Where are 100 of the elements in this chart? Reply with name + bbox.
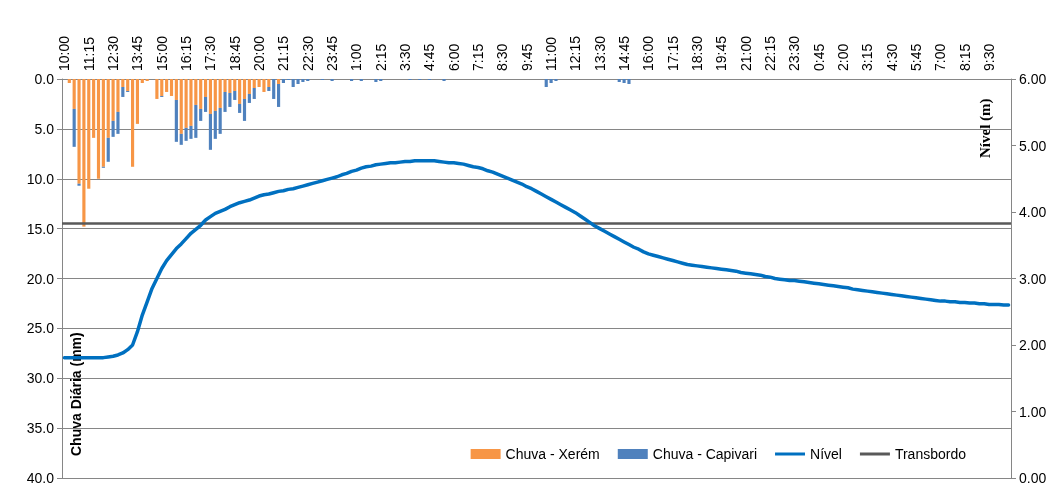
bar	[126, 79, 130, 91]
x-tick-label: 7:00	[932, 43, 949, 71]
bar	[213, 110, 217, 139]
bar	[72, 108, 76, 147]
legend-label: Chuva - Capivari	[652, 446, 758, 462]
bar	[140, 79, 144, 83]
y2-axis-title: Nível (m)	[977, 98, 994, 158]
y-tick-label: 40.0	[26, 470, 55, 486]
x-tick-label: 2:00	[835, 43, 852, 71]
legend-label: Transbordo	[894, 446, 967, 462]
x-tick-label: 6:00	[445, 43, 462, 71]
x-tick-label: 8:15	[956, 43, 973, 71]
bar	[135, 79, 140, 124]
bar	[262, 79, 266, 92]
bar	[617, 79, 621, 82]
bar	[101, 79, 105, 167]
x-tick-label: 18:30	[689, 35, 706, 71]
bar	[189, 79, 193, 126]
y2-tick-label: 5.00	[1019, 137, 1047, 154]
bar	[233, 79, 237, 91]
y2-tick-label: 3.00	[1019, 270, 1047, 287]
x-tick-label: 12:30	[105, 35, 122, 71]
x-tick-label: 23:30	[786, 35, 803, 71]
bar	[203, 79, 208, 97]
bar	[174, 99, 178, 142]
bar	[276, 83, 281, 107]
bar	[627, 79, 631, 84]
x-tick-label: 21:00	[737, 35, 754, 71]
x-tick-label: 8:30	[494, 43, 511, 71]
bar	[179, 79, 183, 134]
bar	[544, 79, 548, 87]
bar	[252, 79, 256, 88]
x-tick-label: 14:45	[616, 35, 633, 71]
bar	[238, 103, 242, 113]
x-tick-label: 4:30	[883, 43, 900, 71]
bar	[130, 79, 135, 167]
y2-tick-label: 4.00	[1019, 204, 1047, 220]
y-tick-label: 5.0	[34, 120, 55, 137]
y-tick-label: 15.0	[26, 220, 55, 237]
x-tick-label: 5:45	[908, 43, 925, 71]
y2-tick-label: 0.00	[1019, 470, 1047, 486]
bar	[96, 79, 101, 179]
bar	[208, 79, 213, 114]
bar	[247, 79, 251, 94]
y-tick-label: 30.0	[26, 370, 55, 387]
bar	[208, 113, 213, 150]
bar	[155, 79, 159, 99]
x-tick-label: 16:00	[640, 35, 657, 71]
bar	[281, 79, 286, 83]
bar	[272, 79, 276, 99]
bar	[165, 79, 169, 92]
x-tick-label: 19:45	[713, 35, 730, 71]
x-tick-label: 21:15	[275, 35, 292, 71]
bar	[106, 79, 110, 138]
x-tick-label: 23:45	[324, 35, 341, 71]
x-tick-label: 18:45	[226, 35, 243, 71]
y-tick-label: 35.0	[26, 420, 55, 437]
bar	[199, 108, 203, 121]
y-tick-label: 0.0	[34, 71, 55, 87]
x-tick-label: 13:45	[129, 35, 146, 71]
x-tick-label: 16:15	[178, 35, 195, 71]
x-tick-label: 22:30	[299, 35, 316, 71]
x-tick-label: 4:45	[421, 43, 438, 71]
y-tick-label: 25.0	[26, 320, 55, 337]
bar	[276, 79, 281, 84]
x-tick-label: 15:00	[153, 35, 170, 71]
bar	[238, 79, 242, 104]
bar	[179, 133, 183, 145]
bar	[92, 79, 96, 138]
y-tick-label: 10.0	[26, 170, 55, 187]
x-tick-label: 7:15	[470, 43, 487, 71]
bar	[267, 86, 271, 91]
legend-label: Nível	[810, 446, 842, 462]
x-tick-label: 12:15	[567, 35, 584, 71]
bar	[106, 137, 110, 162]
x-tick-label: 0:45	[810, 43, 827, 71]
x-tick-label: 3:15	[859, 43, 876, 71]
x-tick-label: 11:15	[80, 36, 97, 71]
x-tick-label: 17:30	[202, 35, 219, 71]
bar	[169, 79, 174, 96]
y2-tick-label: 2.00	[1019, 337, 1047, 353]
x-tick-label: 9:30	[981, 43, 998, 71]
x-tick-label: 11:00	[543, 36, 560, 71]
bar	[67, 79, 71, 83]
bar	[87, 79, 91, 189]
bar	[174, 79, 178, 100]
bar	[247, 93, 251, 103]
x-tick-label: 10:00	[56, 35, 73, 71]
x-tick-label: 13:30	[591, 35, 608, 71]
bar	[242, 79, 247, 99]
x-tick-label: 20:00	[251, 35, 268, 71]
bar	[203, 96, 208, 112]
x-tick-label: 22:15	[762, 35, 779, 71]
y2-tick-label: 1.00	[1019, 403, 1047, 420]
bar	[242, 98, 247, 121]
bar	[252, 87, 256, 99]
y-axis-title: Chuva Diária (mm)	[68, 332, 84, 456]
bar	[374, 79, 378, 82]
bar	[116, 111, 120, 134]
x-tick-label: 3:30	[397, 43, 414, 71]
